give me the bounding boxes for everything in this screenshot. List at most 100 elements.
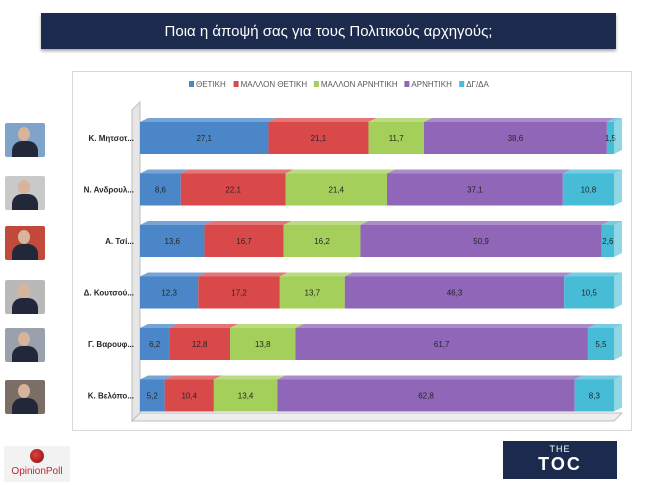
data-label-4-3: 61,7: [434, 340, 450, 349]
bar-2-αρνητικη: [360, 225, 602, 257]
data-label-2-1: 16,7: [236, 237, 252, 246]
bar-top-3-3: [344, 272, 573, 277]
data-label-5-3: 62,8: [418, 392, 434, 401]
bar-top-4-1: [169, 324, 239, 328]
legend-swatch-4: [459, 81, 465, 87]
bar-4-μαλλον-θετικη: [169, 328, 231, 360]
bar-top-2-2: [283, 221, 369, 225]
data-label-3-4: 10,5: [581, 289, 597, 298]
chart-title: Ποια η άποψή σας για τους Πολιτικούς αρχ…: [41, 13, 616, 49]
legend-label-2: ΜΑΛΛΟΝ ΑΡΝΗΤΙΚΗ: [321, 80, 398, 89]
bar-top-5-2: [213, 375, 286, 380]
bar-top-2-0: [140, 221, 213, 225]
bar-top-5-1: [164, 375, 222, 380]
data-label-0-3: 38,6: [508, 134, 524, 143]
bar-0-δγ-δα: [606, 122, 614, 154]
bar-0-αρνητικη: [423, 122, 607, 154]
bar-2-μαλλον-αρνητικη: [283, 225, 361, 257]
legend-label-1: ΜΑΛΛΟΝ ΘΕΤΙΚΗ: [241, 80, 308, 89]
leader-photo-icon: [5, 380, 45, 414]
bar-top-2-1: [204, 221, 292, 225]
data-label-4-2: 13,8: [255, 340, 271, 349]
bar-top-1-4: [562, 169, 622, 174]
the-toc-logo-big: TOC: [538, 454, 582, 474]
bar-top-1-3: [386, 169, 571, 174]
the-toc-logo-small: THE: [549, 444, 571, 454]
bar-top-3-4: [564, 272, 622, 277]
data-label-2-3: 50,9: [473, 237, 489, 246]
bar-top-2-3: [360, 221, 610, 225]
the-toc-logo: THE TOC: [503, 441, 617, 479]
legend-swatch-1: [233, 81, 239, 87]
opinionpoll-logo: OpinionPoll: [4, 446, 70, 482]
bar-3-θετικη: [140, 276, 199, 309]
data-label-0-1: 21,1: [311, 134, 327, 143]
bar-5-αρνητικη: [277, 379, 575, 412]
data-label-3-0: 12,3: [161, 289, 177, 298]
bar-top-0-0: [140, 118, 277, 122]
data-label-2-2: 16,2: [314, 237, 330, 246]
data-label-4-4: 5,5: [595, 340, 607, 349]
legend-label-4: ΔΓ/ΔΑ: [466, 80, 489, 89]
bar-top-2-4: [601, 221, 622, 225]
data-label-2-4: 2,6: [602, 237, 614, 246]
bar-end-3: [614, 272, 622, 309]
leader-photo-icon: [5, 176, 45, 210]
bar-2-μαλλον-θετικη: [204, 225, 284, 257]
bar-0-θετικη: [140, 122, 269, 154]
chart-side-wall: [131, 100, 141, 423]
data-label-4-0: 6,2: [149, 340, 161, 349]
bar-3-μαλλον-θετικη: [198, 276, 280, 309]
bar-top-1-1: [180, 169, 294, 174]
bar-top-5-4: [574, 375, 622, 380]
bar-5-μαλλον-θετικη: [164, 379, 214, 412]
data-label-5-1: 10,4: [181, 392, 197, 401]
bar-end-1: [614, 169, 622, 206]
bar-0-μαλλον-αρνητικη: [368, 122, 424, 154]
bar-4-δγ-δα: [587, 328, 614, 360]
bar-4-αρνητικη: [295, 328, 588, 360]
bar-end-0: [614, 118, 622, 154]
bar-top-0-4: [606, 118, 622, 122]
bar-2-θετικη: [140, 225, 205, 257]
bar-4-θετικη: [140, 328, 170, 360]
category-label-2: Α. Τσί...: [105, 237, 134, 246]
bar-top-3-0: [140, 272, 207, 277]
bar-5-μαλλον-αρνητικη: [213, 379, 278, 412]
bar-end-5: [614, 375, 622, 412]
bar-top-4-0: [140, 324, 178, 328]
data-label-3-1: 17,2: [231, 289, 247, 298]
logo-dot-icon: [30, 449, 44, 463]
leader-photo-icon: [5, 226, 45, 260]
bar-5-δγ-δα: [574, 379, 614, 412]
legend-swatch-0: [189, 81, 194, 87]
data-label-1-1: 22,1: [225, 186, 241, 195]
data-label-1-0: 8,6: [155, 186, 167, 195]
category-label-0: Κ. Μητσοτ...: [89, 134, 135, 143]
data-label-2-0: 13,6: [164, 237, 180, 246]
bar-5-θετικη: [140, 379, 165, 412]
data-label-3-3: 46,3: [447, 289, 463, 298]
bar-top-4-3: [295, 324, 596, 328]
legend-swatch-3: [404, 81, 410, 87]
legend-swatch-2: [313, 81, 319, 87]
bar-top-4-4: [587, 324, 622, 328]
bar-top-5-3: [277, 375, 583, 380]
data-label-1-3: 37,1: [467, 186, 483, 195]
bar-top-0-2: [368, 118, 432, 122]
bar-2-δγ-δα: [601, 225, 614, 257]
bar-1-θετικη: [140, 173, 181, 206]
chart-floor: [130, 412, 624, 422]
bar-0-μαλλον-θετικη: [268, 122, 369, 154]
opinionpoll-logo-text: OpinionPoll: [11, 466, 63, 477]
bar-3-μαλλον-αρνητικη: [279, 276, 345, 309]
data-label-1-2: 21,4: [328, 186, 344, 195]
bar-3-δγ-δα: [564, 276, 614, 309]
bar-4-μαλλον-αρνητικη: [230, 328, 296, 360]
legend-label-0: ΘΕΤΙΚΗ: [196, 80, 226, 89]
bar-top-1-0: [140, 169, 189, 174]
category-label-3: Δ. Κουτσού...: [84, 289, 134, 298]
data-label-1-4: 10,8: [581, 186, 597, 195]
bar-1-αρνητικη: [386, 173, 563, 206]
data-label-5-0: 5,2: [147, 392, 159, 401]
